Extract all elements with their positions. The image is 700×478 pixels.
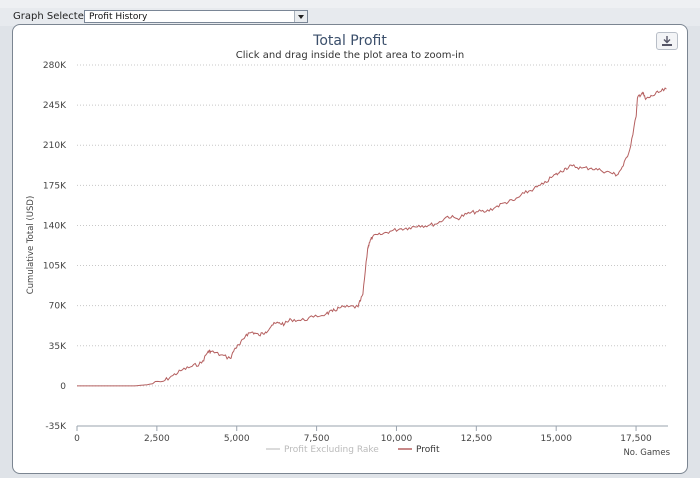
x-tick-label: 7,500: [304, 434, 330, 444]
y-tick-label: -35K: [45, 422, 67, 432]
y-tick-label: 70K: [49, 302, 67, 312]
y-tick-label: 245K: [43, 101, 67, 111]
y-tick-label: 210K: [43, 141, 67, 151]
y-tick-label: 35K: [49, 342, 67, 352]
x-tick-label: 15,000: [540, 434, 572, 444]
y-tick-label: 280K: [43, 61, 67, 71]
chart-subtitle: Click and drag inside the plot area to z…: [235, 50, 465, 61]
y-tick-labels: -35K 0 35K 70K 105K 140K 175K 210K 245K 280K: [43, 61, 67, 432]
x-tick-label: 0: [74, 434, 80, 444]
x-tick-label: 5,000: [224, 434, 250, 444]
chart-title: Total Profit: [313, 33, 387, 49]
y-tick-label: 105K: [43, 262, 67, 272]
download-icon: [662, 36, 672, 46]
y-tick-label: 0: [60, 382, 66, 392]
series-lines[interactable]: [77, 87, 667, 387]
export-button[interactable]: [656, 32, 678, 50]
graph-selected-label: Graph Selected:: [13, 11, 94, 22]
x-tick-label: 12,500: [461, 434, 493, 444]
legend-item[interactable]: Profit: [416, 445, 440, 455]
x-tick-label: 17,500: [620, 434, 652, 444]
y-tick-label: 140K: [43, 221, 67, 231]
graph-select-dropdown[interactable]: Profit History: [84, 10, 308, 23]
y-axis-title: Cumulative Total (USD): [26, 196, 36, 295]
axes: [76, 425, 668, 431]
profit-line[interactable]: [77, 87, 667, 387]
graph-select-value: Profit History: [89, 12, 148, 22]
y-tick-label: 175K: [43, 181, 67, 191]
x-tick-label: 10,000: [381, 434, 413, 444]
chevron-down-icon[interactable]: [294, 11, 307, 22]
legend[interactable]: Profit Excluding Rake Profit: [266, 445, 440, 455]
grid-lines: [77, 64, 668, 427]
chart-panel: [12, 24, 688, 474]
x-tick-labels: 0 2,500 5,000 7,500 10,000 12,500 15,000 17,500: [74, 434, 652, 444]
x-tick-label: 2,500: [144, 434, 170, 444]
x-axis-title: No. Games: [623, 448, 670, 458]
legend-item[interactable]: Profit Excluding Rake: [284, 445, 379, 455]
